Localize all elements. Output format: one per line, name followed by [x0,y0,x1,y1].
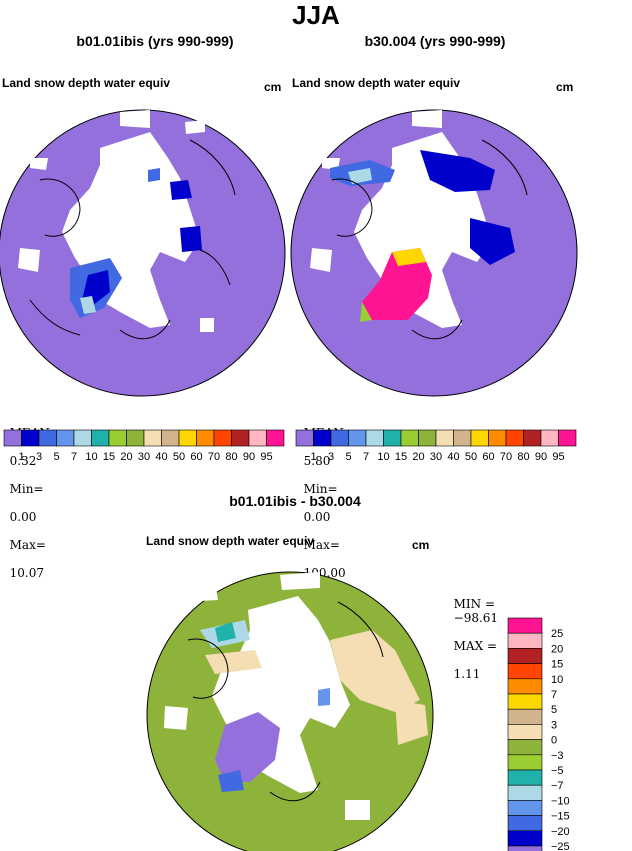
diff-colorbar-tick-label: −3 [551,750,564,762]
diff-min-value: −98.61 [453,611,499,625]
left-colorbar-swatch [266,429,285,447]
diff-colorbar-tick-label: 25 [551,628,563,640]
season-title: JJA [292,0,340,30]
diff-colorbar-swatch [507,815,543,832]
left-colorbar-tick-label: 90 [243,451,255,463]
diff-colorbar-tick-label: 10 [551,674,563,686]
diff-colorbar-tick-label: 15 [551,659,563,671]
left-mean-value: 0.32 [9,454,37,468]
diff-min-label: MIN = [453,597,496,611]
right-max-label: Max= [303,538,340,552]
right-colorbar-tick-label: 40 [447,451,459,463]
diff-colorbar-swatch [507,724,543,740]
diff-title: b01.01ibis - b30.004 [229,493,361,509]
diff-colorbar-tick-label: 7 [551,689,557,701]
right-colorbar-tick-label: 5 [345,451,351,463]
diff-colorbar-swatch [507,663,543,680]
right-colorbar-tick-label: 90 [535,451,547,463]
diff-colorbar-tick-label: −25 [551,841,570,851]
right-colorbar-tick-label: 95 [552,451,564,463]
left-min-value: 0.00 [9,510,37,524]
diff-colorbar-swatch [507,693,543,710]
diff-colorbar-swatch [507,845,543,851]
left-colorbar-tick-label: 3 [36,451,42,463]
right-colorbar-tick-label: 15 [395,451,407,463]
left-colorbar-tick-label: 80 [225,451,237,463]
diff-colorbar-swatch [507,739,543,756]
diff-colorbar-swatch [507,632,543,649]
diff-colorbar-swatch [507,708,543,725]
diff-colorbar-swatch [507,678,543,695]
right-min-value: 0.00 [303,510,331,524]
diff-colorbar-tick-label: 0 [551,735,557,747]
right-colorbar-tick-label: 50 [465,451,477,463]
left-colorbar-tick-label: 20 [120,451,132,463]
left-colorbar-tick-label: 7 [71,451,77,463]
right-colorbar-tick-label: 1 [310,451,316,463]
right-colorbar-tick-label: 80 [517,451,529,463]
diff-units-label: cm [412,538,430,552]
right-colorbar-tick-label: 20 [412,451,424,463]
diff-colorbar-swatch [507,617,543,634]
diff-colorbar-swatch [507,800,543,816]
right-colorbar-tick-label: 10 [377,451,389,463]
left-colorbar-tick-label: 5 [53,451,59,463]
left-colorbar-tick-label: 10 [85,451,97,463]
left-colorbar-tick-label: 40 [155,451,167,463]
diff-colorbar-tick-label: 20 [551,643,563,655]
left-colorbar-tick-label: 1 [18,451,24,463]
left-min-label: Min= [9,482,44,496]
diff-stats: MIN = −98.61 MAX = 1.11 [446,583,498,681]
left-case-title: b01.01ibis (yrs 990-999) [76,33,234,49]
right-variable-label: Land snow depth water equiv [292,76,461,90]
right-case-title: b30.004 (yrs 990-999) [364,33,506,49]
diff-max-value: 1.11 [453,667,481,681]
left-colorbar-tick-label: 15 [103,451,115,463]
left-variable-label: Land snow depth water equiv [2,76,171,90]
right-colorbar-tick-label: 3 [328,451,334,463]
diff-colorbar-tick-label: −10 [551,795,570,807]
diff-variable-label: Land snow depth water equiv [146,534,315,548]
diff-colorbar-tick-label: −20 [551,826,570,838]
left-units-label: cm [264,80,282,94]
diff-colorbar-swatch [507,784,543,801]
diff-colorbar-swatch [507,754,543,771]
diff-colorbar-swatch [507,830,543,847]
diff-colorbar-tick-label: −5 [551,765,564,777]
left-colorbar-tick-label: 95 [260,451,272,463]
diff-colorbar-tick-label: −15 [551,811,570,823]
right-colorbar-tick-label: 70 [500,451,512,463]
right-colorbar-tick-label: 30 [430,451,442,463]
diff-colorbar-swatch [507,769,543,786]
diff-max-label: MAX = [453,639,498,653]
right-min-label: Min= [303,482,338,496]
left-max-label: Max= [9,538,46,552]
right-colorbar-tick-label: 7 [363,451,369,463]
right-mean-value: 5.80 [303,454,331,468]
diff-colorbar-tick-label: 3 [551,719,557,731]
diff-colorbar-tick-label: 5 [551,704,557,716]
left-colorbar-tick-label: 60 [190,451,202,463]
left-colorbar-tick-label: 50 [173,451,185,463]
diff-colorbar-swatch [507,648,543,664]
right-units-label: cm [556,80,574,94]
left-colorbar-tick-label: 30 [138,451,150,463]
right-colorbar-swatch [558,429,577,447]
diff-colorbar-tick-label: −7 [551,780,564,792]
left-max-value: 10.07 [9,566,44,580]
right-colorbar-tick-label: 60 [482,451,494,463]
left-colorbar-tick-label: 70 [208,451,220,463]
